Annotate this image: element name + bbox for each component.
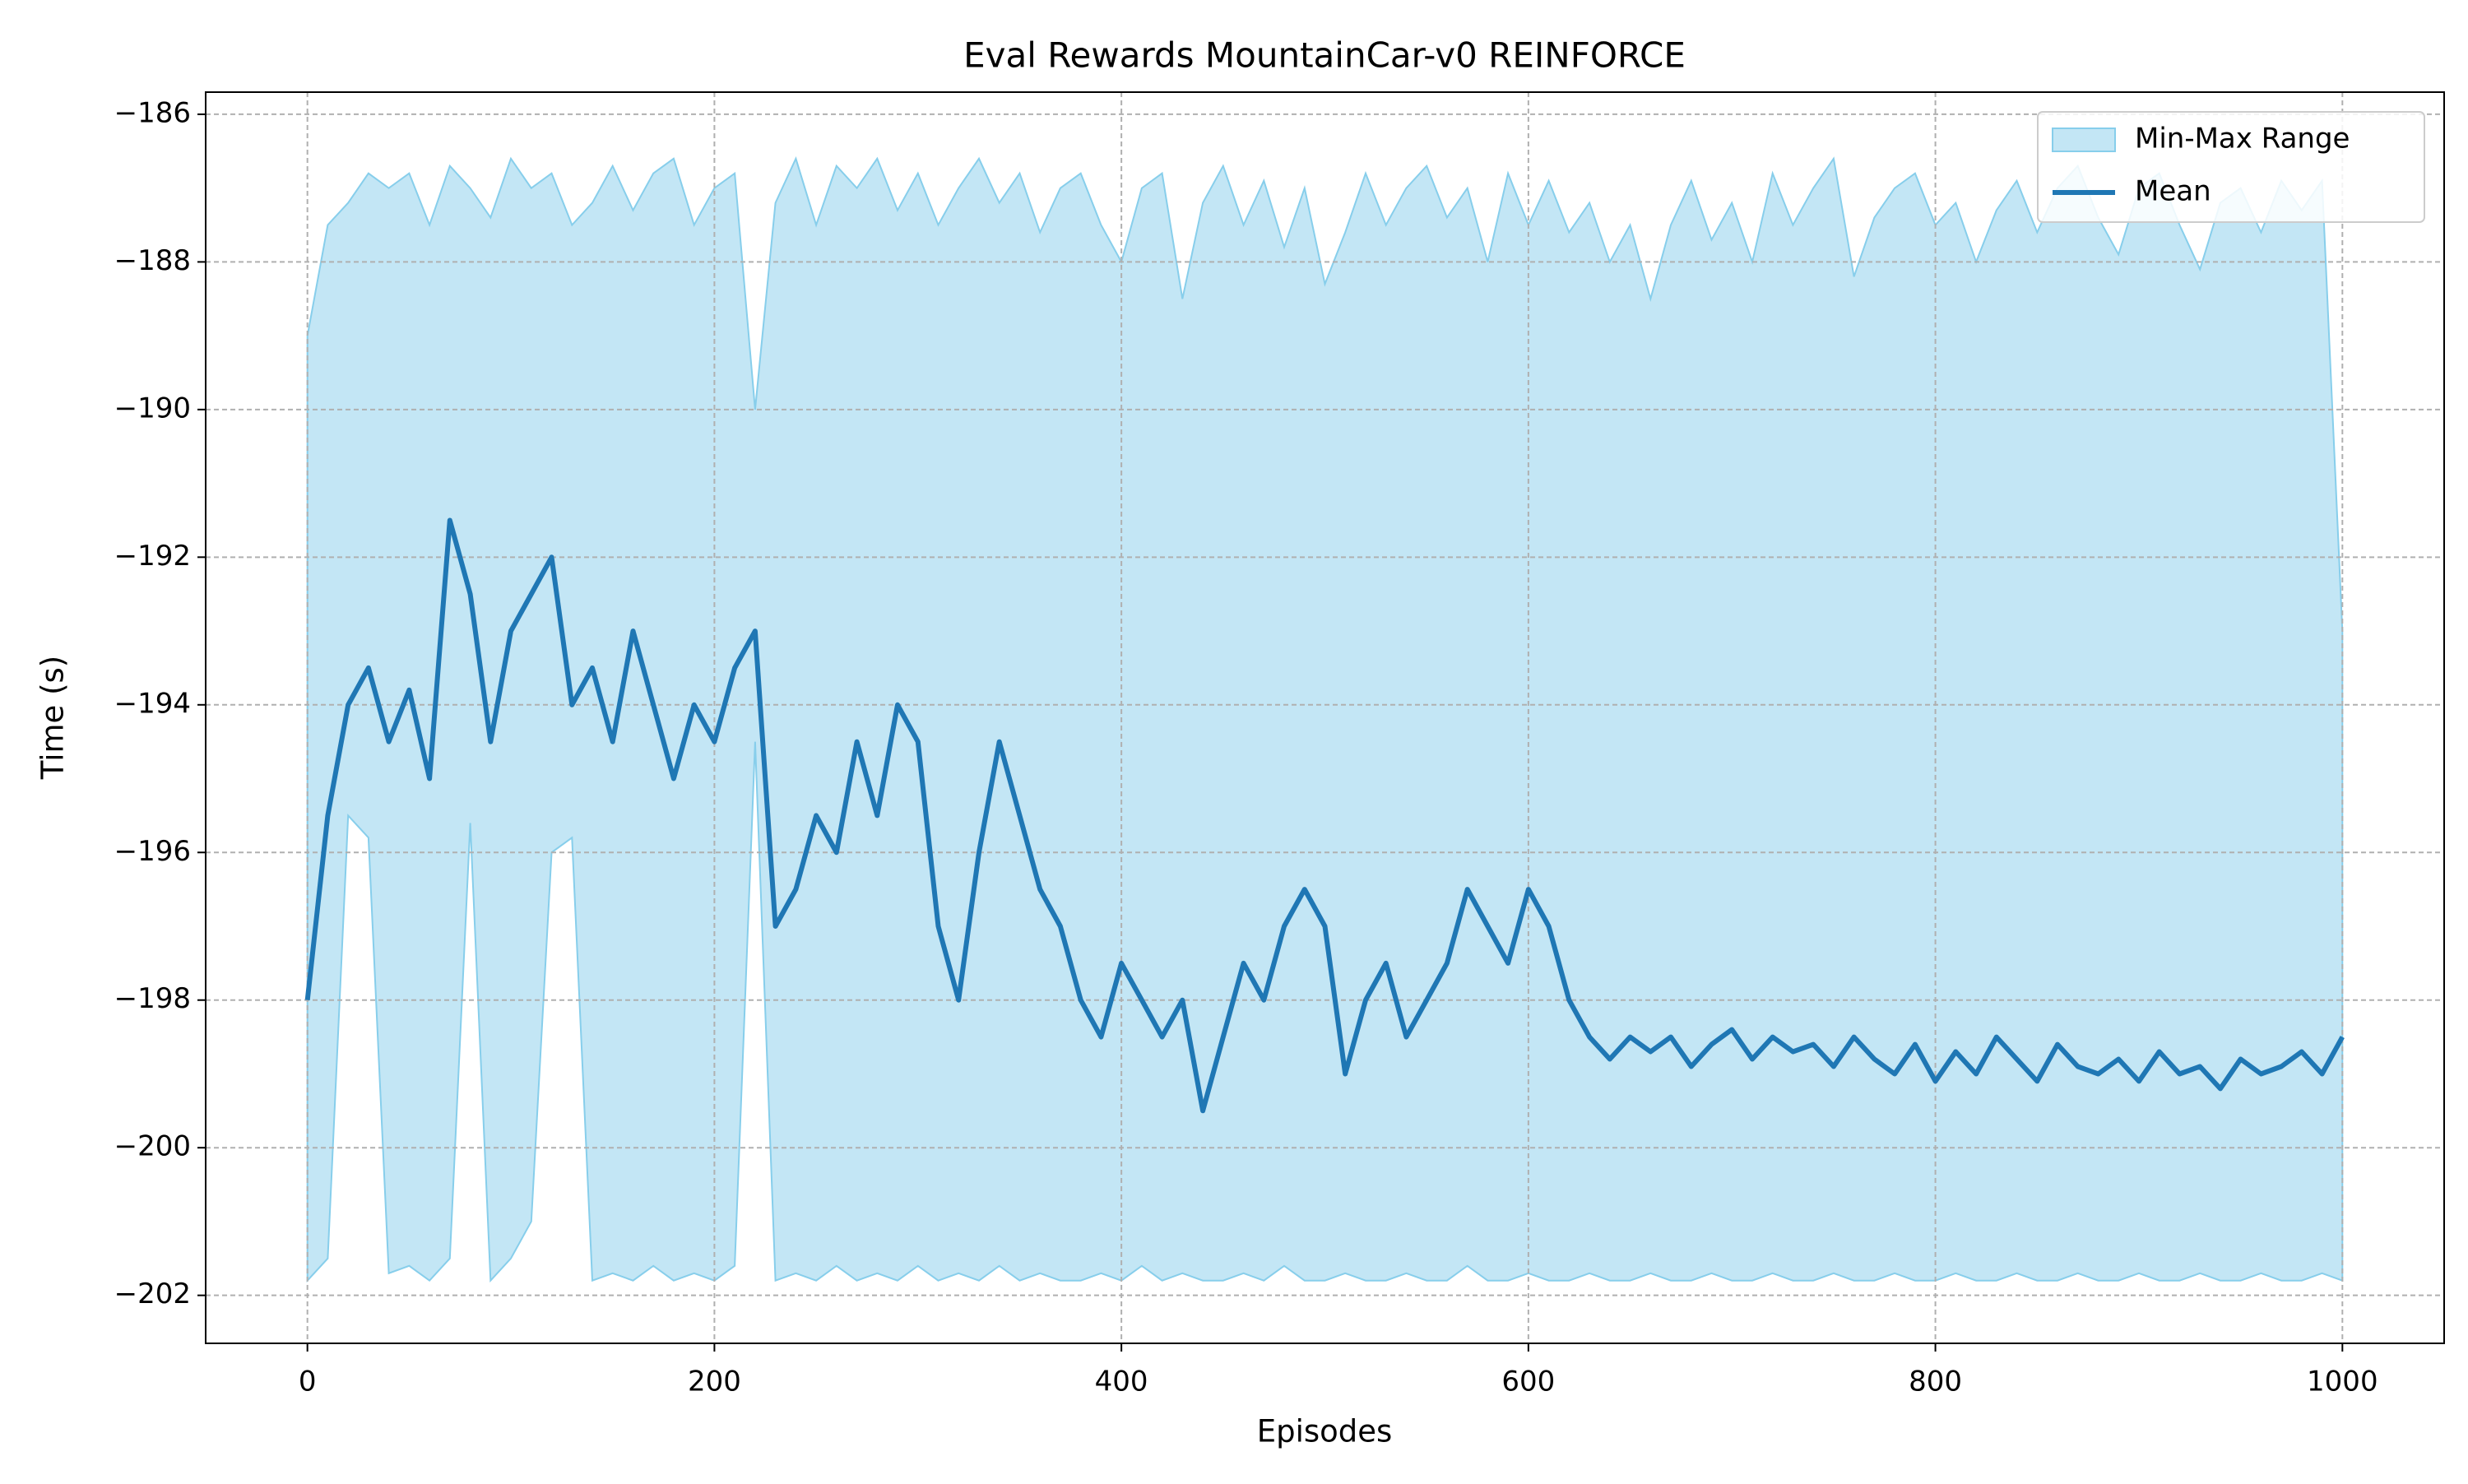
y-tick-label: −188	[114, 244, 191, 277]
x-tick-label: 200	[688, 1366, 741, 1398]
y-tick-label: −194	[114, 687, 191, 720]
y-tick-label: −202	[114, 1278, 191, 1310]
legend-label: Min-Max Range	[2135, 123, 2350, 155]
y-tick-label: −198	[114, 982, 191, 1015]
legend-box	[2037, 111, 2425, 223]
y-tick-label: −186	[114, 96, 191, 129]
y-tick-label: −192	[114, 540, 191, 573]
x-tick-label: 0	[299, 1366, 317, 1398]
x-tick-label: 400	[1095, 1366, 1148, 1398]
legend-label: Mean	[2135, 175, 2211, 208]
min-max-area	[306, 156, 2344, 1283]
x-tick-label: 1000	[2307, 1366, 2378, 1398]
x-tick-label: 800	[1909, 1366, 1962, 1398]
legend-swatch	[2052, 128, 2116, 152]
x-tick-label: 600	[1501, 1366, 1555, 1398]
mean-line	[304, 517, 2345, 1114]
y-tick-label: −190	[114, 392, 191, 424]
x-axis-label: Episodes	[1257, 1414, 1393, 1449]
chart-title: Eval Rewards MountainCar-v0 REINFORCE	[963, 35, 1686, 76]
y-tick-label: −196	[114, 835, 191, 868]
y-axis-label: Time (s)	[35, 656, 71, 780]
y-tick-label: −200	[114, 1130, 191, 1163]
plot-frame	[205, 91, 2445, 1344]
legend: Min-Max Range Mean	[2037, 111, 2425, 223]
